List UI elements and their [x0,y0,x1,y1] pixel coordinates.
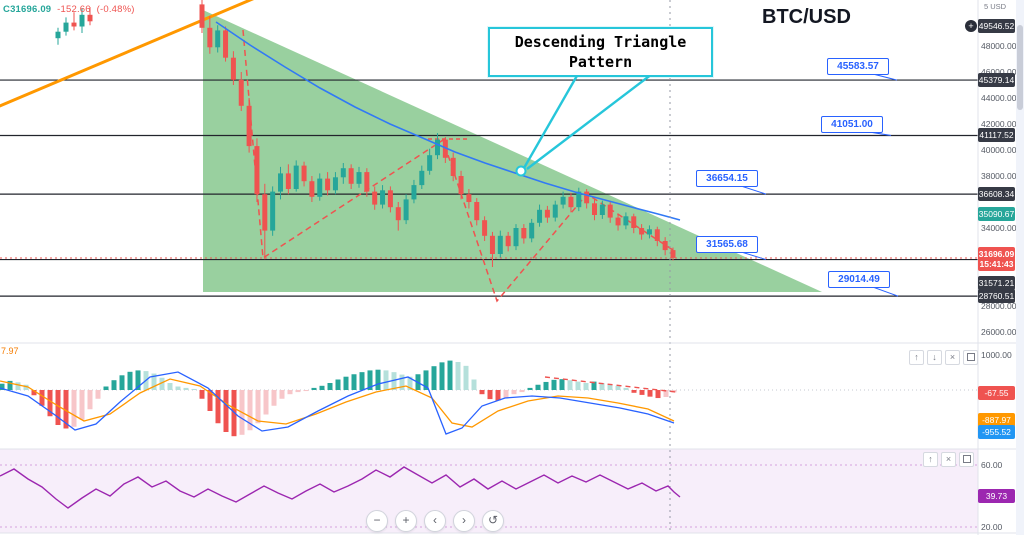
pattern-annotation[interactable]: Descending Triangle Pattern [488,27,713,77]
candles-main[interactable] [199,0,676,267]
rsi-pane-controls: ↑ × [923,452,974,467]
scroll-left-button[interactable]: ‹ [424,510,446,532]
price-axis[interactable]: 48000.00 46000.00 44000.00 42000.00 40000.00… [978,0,1016,535]
rsi-value-badge: 39.73 [978,489,1015,503]
scroll-right-button[interactable]: › [453,510,475,532]
vertical-scrollbar[interactable] [1016,0,1024,535]
pattern-zigzag-drawing[interactable] [242,29,677,303]
pattern-annotation-line1: Descending Triangle [514,33,687,51]
annotation-arrow-line [526,73,653,170]
zoom-in-button[interactable]: + [395,510,417,532]
price-level-badge: 35090.67 [978,206,1015,221]
bar-countdown: 15:41:43 [979,258,1014,269]
change-value: -152.66 [57,4,91,15]
annotation-arrow-tip [515,165,527,177]
price-level-badge: 28760.51 [978,289,1015,304]
rsi-maximize-icon[interactable] [959,452,974,467]
price-tick: 60.00 [981,460,1003,470]
change-percent: (-0.48%) [96,4,135,15]
price-level-badge: 31571.21 [978,276,1015,290]
price-tick: 48000.00 [981,41,1017,51]
macd-signal-line [0,378,675,428]
zoom-out-button[interactable]: − [366,510,388,532]
price-tick: 44000.00 [981,93,1017,103]
price-tick: 28000.00 [981,301,1017,311]
candles-left[interactable] [55,7,93,45]
macd-move-down-icon[interactable]: ↓ [927,350,942,365]
rsi-close-icon[interactable]: × [941,452,956,467]
price-alert-label[interactable]: 41051.00 [821,116,883,133]
ma-line [215,21,681,221]
price-tick: 40000.00 [981,145,1017,155]
price-level-badge: 41117.52 [978,128,1015,143]
price-level-badge: 49546.52 [978,18,1015,33]
price-tick: 1000.00 [981,350,1012,360]
macd-pattern-dash [544,376,677,393]
price-alert-label[interactable]: 29014.49 [828,271,890,288]
rsi-line [0,466,681,509]
indicator-value-badge: -887.97 [978,413,1015,427]
price-alert-label[interactable]: 31565.68 [696,236,758,253]
current-price-badge: 31696.09 15:41:43 [978,246,1015,271]
macd-move-up-icon[interactable]: ↑ [909,350,924,365]
symbol-watermark: BTC/USD [762,6,851,28]
annotation-arrow-line [522,73,580,169]
price-tick: 38000.00 [981,171,1017,181]
macd-partial-value: 7.97 [1,346,19,356]
rsi-move-up-icon[interactable]: ↑ [923,452,938,467]
price-level-badge: 36608.34 [978,187,1015,202]
symbol-ohlc-readout: C31696.09 -152.66 (-0.48%) [3,4,135,15]
scale-unit-label: 5 USD [984,2,1007,11]
close-label: C [3,4,11,15]
reset-chart-button[interactable]: ↺ [482,510,504,532]
price-alert-label[interactable]: 45583.57 [827,58,889,75]
trendline-drawing[interactable] [0,0,262,108]
macd-pane-controls: ↑ ↓ × [909,350,978,365]
indicator-value-badge: -955.52 [978,425,1015,439]
price-tick: 34000.00 [981,223,1017,233]
chart-nav-toolbar: − + ‹ › ↺ [366,510,504,532]
price-tick: 46000.00 [981,67,1017,77]
pattern-annotation-line2: Pattern [568,53,633,71]
macd-main-line [0,371,675,435]
price-tick: 20.00 [981,522,1003,532]
macd-maximize-icon[interactable] [963,350,978,365]
indicator-value-badge: -67.55 [978,386,1015,400]
price-tick: 42000.00 [981,119,1017,129]
price-alert-label[interactable]: 36654.15 [696,170,758,187]
price-level-badge: 45379.14 [978,73,1015,88]
close-value: 31696.09 [10,4,52,15]
macd-histogram [0,360,677,437]
scrollbar-thumb[interactable] [1017,25,1023,110]
macd-close-icon[interactable]: × [945,350,960,365]
price-tick: 26000.00 [981,327,1017,337]
add-alert-icon[interactable]: + [965,20,977,32]
